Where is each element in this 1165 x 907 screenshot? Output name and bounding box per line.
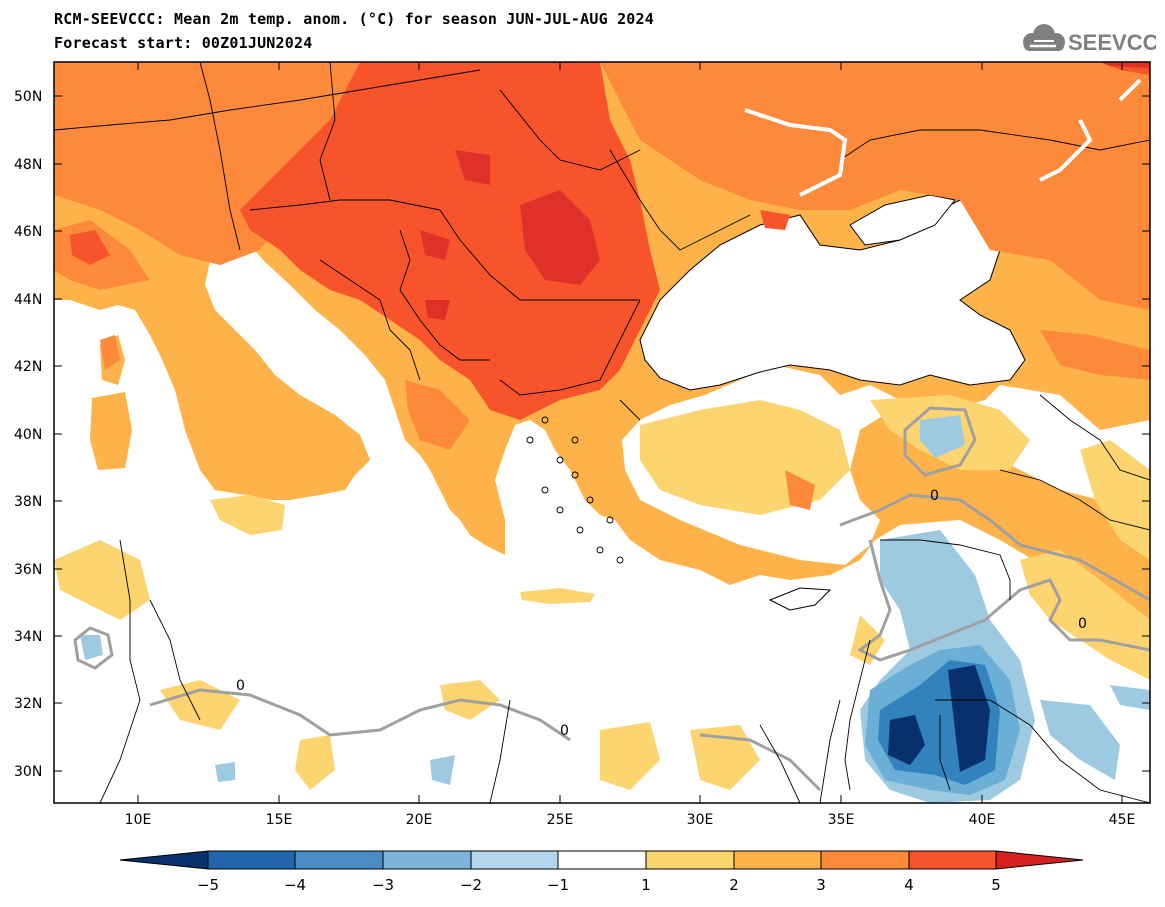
colorbar-label: 4 — [904, 876, 914, 894]
aegean-islands — [526, 416, 624, 564]
colorbar-label: −5 — [197, 876, 219, 894]
lat-label: 44N — [14, 292, 42, 308]
lon-labels: 10E 15E 20E 25E 30E 35E 40E 45E — [125, 812, 1136, 828]
svg-text:0: 0 — [930, 488, 939, 504]
lon-label: 30E — [687, 812, 714, 828]
island-crete — [520, 588, 595, 604]
colorbar-label: −2 — [460, 876, 482, 894]
lat-labels: 50N 48N 46N 44N 42N 40N 38N 36N 34N 32N … — [14, 89, 42, 780]
seevccc-logo: SEEVCCC — [1023, 24, 1156, 55]
map-title: RCM-SEEVCCC: Mean 2m temp. anom. (°C) fo… — [54, 10, 654, 28]
svg-text:0: 0 — [1078, 616, 1087, 632]
colorbar-label: 1 — [641, 876, 651, 894]
island-sardinia — [90, 392, 132, 470]
colorbar-label: 5 — [991, 876, 1001, 894]
sea-of-azov — [849, 194, 956, 246]
forecast-start-label: Forecast start: 00Z01JUN2024 — [54, 34, 313, 52]
lat-label: 38N — [14, 494, 42, 510]
lat-label: 30N — [14, 764, 42, 780]
lon-label: 15E — [266, 812, 293, 828]
lat-label: 50N — [14, 89, 42, 105]
colorbar — [119, 850, 1084, 870]
lon-axis — [137, 62, 1123, 803]
colorbar-label: 2 — [729, 876, 739, 894]
svg-text:0: 0 — [236, 678, 245, 694]
contour-labels: 0 0 0 0 — [236, 488, 1087, 739]
lon-label: 45E — [1109, 812, 1136, 828]
lat-label: 32N — [14, 696, 42, 712]
island-cyprus — [768, 587, 832, 611]
lon-label: 40E — [969, 812, 996, 828]
warm-band-1 — [54, 395, 1150, 790]
colorbar-label: 3 — [816, 876, 826, 894]
lat-label: 42N — [14, 359, 42, 375]
country-borders — [54, 62, 1150, 803]
island-sicily — [210, 495, 285, 535]
colorbar-label: −1 — [547, 876, 569, 894]
lon-label: 20E — [406, 812, 433, 828]
warm-band-5 — [420, 62, 1150, 320]
rivers — [744, 78, 1142, 197]
colorbar-label: −3 — [372, 876, 394, 894]
lat-label: 46N — [14, 224, 42, 240]
warm-band-4 — [70, 62, 1150, 420]
lat-label: 36N — [14, 562, 42, 578]
lat-label: 34N — [14, 629, 42, 645]
lat-label: 40N — [14, 427, 42, 443]
colorbar-low-arrow — [119, 850, 209, 870]
colorbar-high-arrow — [995, 850, 1084, 870]
black-sea — [639, 199, 1026, 391]
logo-text: SEEVCCC — [1068, 30, 1156, 55]
colorbar-label: −4 — [284, 876, 306, 894]
lon-label: 25E — [547, 812, 574, 828]
cool-band-4 — [888, 665, 990, 772]
lat-label: 48N — [14, 157, 42, 173]
lon-label: 35E — [828, 812, 855, 828]
svg-text:0: 0 — [560, 723, 569, 739]
map-frame — [53, 61, 1151, 804]
colorbar-labels: −5 −4 −3 −2 −1 1 2 3 4 5 — [197, 876, 1001, 894]
lat-axis — [54, 95, 1150, 772]
lon-label: 10E — [125, 812, 152, 828]
zero-contours — [73, 406, 1150, 792]
cloud-icon — [1023, 24, 1065, 51]
